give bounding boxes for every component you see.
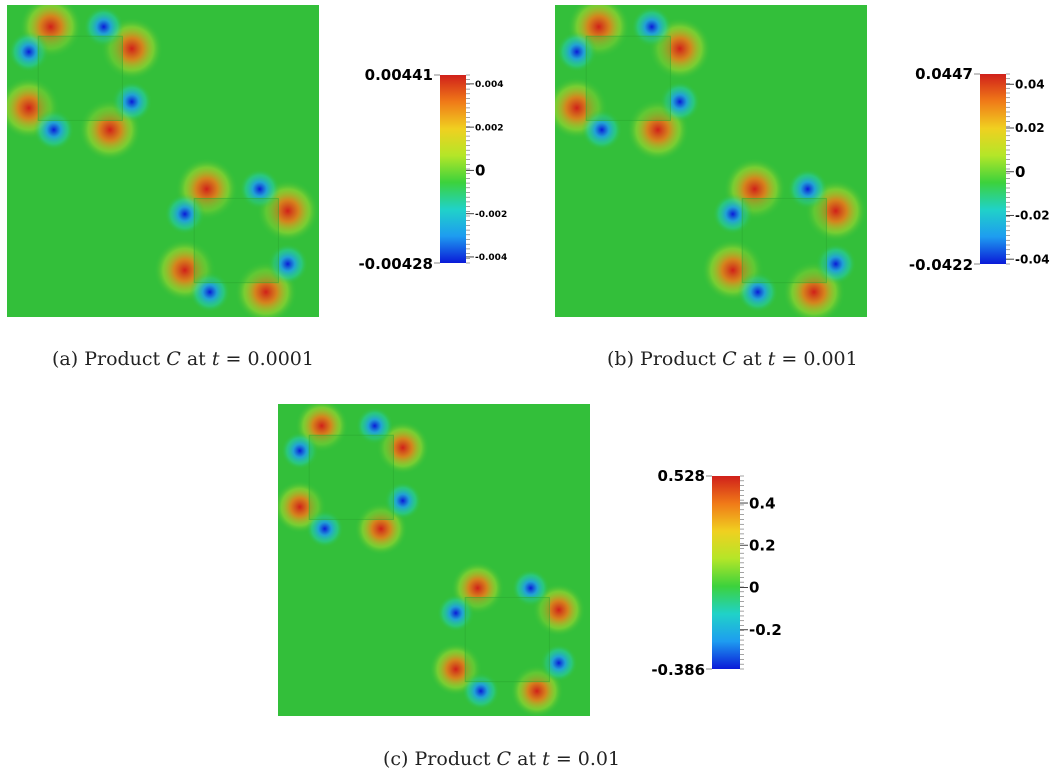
colorbar-gradient	[440, 75, 466, 263]
low-lobe	[787, 168, 828, 210]
low-lobe	[581, 109, 623, 151]
field-square	[308, 434, 394, 520]
caption-a: (a) Product C at t = 0.0001	[52, 348, 314, 370]
colorbar-gradient	[712, 476, 740, 669]
colorbar-tick-label: 0.04	[1015, 77, 1045, 91]
colorbar-min-label: -0.386	[651, 661, 705, 679]
field-plot-c	[278, 404, 590, 716]
colorbar-tick-label: -0.2	[749, 621, 782, 639]
colorbar-tick-label: 0.02	[1015, 121, 1045, 135]
colorbar-c: 0.4 0.2 0 -0.2 0.528 -0.386	[651, 467, 782, 679]
low-lobe	[8, 31, 50, 73]
low-lobe	[631, 6, 672, 48]
colorbar-tick-label: 0.2	[749, 537, 776, 555]
field-plot-b	[555, 5, 867, 317]
field-plot-a	[7, 5, 319, 317]
colorbar-min-label: -0.00428	[358, 255, 433, 273]
colorbar-min-label: -0.0422	[909, 256, 973, 274]
low-lobe	[111, 81, 153, 122]
colorbar-b: 0.04 0.02 0 -0.02 -0.04 0.0447 -0.0422	[909, 65, 1050, 274]
colorbar-a: 0.004 0.002 0 -0.002 -0.004 0.00441 -0.00428	[358, 66, 507, 273]
colorbar-tick-label: -0.002	[475, 210, 507, 220]
caption-c: (c) Product C at t = 0.01	[383, 748, 621, 770]
field-square	[741, 197, 827, 284]
colorbar-tick-label: 0	[475, 162, 485, 180]
colorbar-tick-label: 0.4	[749, 494, 776, 512]
colorbar-max-label: 0.528	[658, 467, 705, 485]
colorbar-tick-label: -0.004	[475, 253, 507, 263]
low-lobe	[83, 6, 124, 48]
low-lobe	[556, 31, 598, 73]
colorbar-tick-label: 0.004	[475, 80, 503, 90]
colorbar-tick-label: 0	[1015, 163, 1025, 181]
field-square	[37, 35, 123, 121]
colorbar-max-label: 0.0447	[915, 65, 973, 83]
field-square	[464, 596, 550, 683]
low-lobe	[33, 109, 75, 151]
colorbar-tick-label: -0.04	[1015, 252, 1050, 266]
low-lobe	[189, 271, 231, 313]
low-lobe	[737, 271, 779, 313]
field-square	[193, 197, 279, 284]
low-lobe	[712, 193, 754, 235]
colorbar-gradient	[980, 74, 1006, 264]
low-lobe	[239, 168, 280, 210]
colorbar-max-label: 0.00441	[365, 66, 433, 84]
low-lobe	[659, 81, 701, 122]
low-lobe	[164, 193, 206, 235]
colorbar-tick-label: -0.02	[1015, 209, 1050, 223]
field-square	[585, 35, 671, 121]
colorbar-tick-label: 0.002	[475, 123, 503, 133]
caption-b: (b) Product C at t = 0.001	[607, 348, 858, 370]
low-lobe	[815, 243, 857, 285]
low-lobe	[267, 243, 309, 285]
colorbar-tick-label: 0	[749, 579, 759, 597]
